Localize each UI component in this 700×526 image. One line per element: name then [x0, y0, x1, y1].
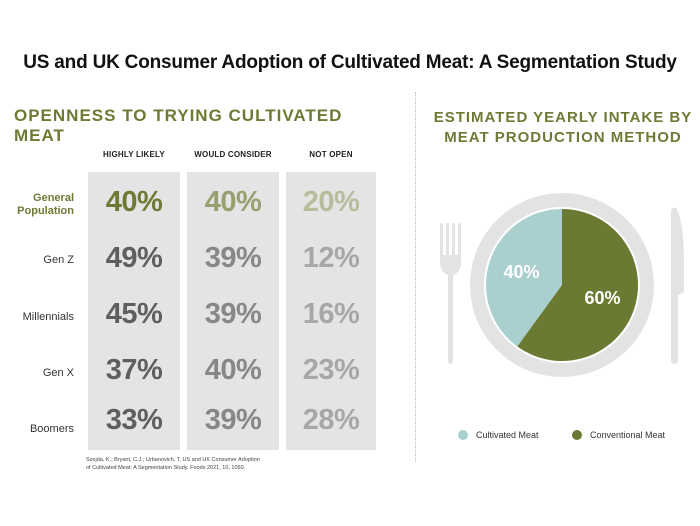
- row-label-millennials: Millennials: [22, 311, 74, 323]
- legend-item-cultivated-meat: Cultivated Meat: [458, 430, 539, 440]
- column-bg-would-consider: [187, 172, 279, 450]
- column-bg-highly-likely: [88, 172, 180, 450]
- pie-heading-line: ESTIMATED YEARLY INTAKE BY: [433, 109, 693, 126]
- row-label-line: General: [33, 192, 74, 204]
- table-cell: 40%: [105, 186, 163, 218]
- table-cell: 20%: [302, 186, 360, 218]
- pie-label-cultivated-meat: 40%: [504, 262, 540, 282]
- legend-swatch-cultivated: [458, 430, 468, 440]
- row-label-line: Population: [17, 205, 74, 217]
- legend-item-conventional-meat: Conventional Meat: [572, 430, 665, 440]
- citation: Szejda, K.; Bryant, C.J.; Urbanovich, T.…: [86, 456, 316, 472]
- table-cell: 45%: [105, 298, 163, 330]
- pie-slice-conventional-meat: [517, 209, 638, 362]
- table-cell: 12%: [302, 242, 360, 274]
- legend-label: Conventional Meat: [590, 430, 666, 440]
- table-cell: 39%: [204, 242, 262, 274]
- row-label-general-population: General Population: [17, 192, 74, 218]
- table-heading: OPENNESS TO TRYING CULTIVATED MEAT: [14, 106, 343, 145]
- column-header-highly-likely: HIGHLY LIKELY: [103, 150, 165, 159]
- table-cell: 39%: [204, 298, 262, 330]
- table-cell: 39%: [204, 404, 262, 436]
- fork-icon: [440, 223, 461, 364]
- legend-label: Cultivated Meat: [476, 430, 539, 440]
- pie-slice-cultivated-meat: [486, 209, 562, 347]
- row-label-gen-x: Gen X: [42, 367, 74, 379]
- pie-label-conventional-meat: 60%: [584, 288, 620, 308]
- row-label-gen-z: Gen Z: [43, 254, 74, 266]
- table-cell: 23%: [302, 354, 360, 386]
- pie-heading-line: MEAT PRODUCTION METHOD: [444, 129, 682, 146]
- table-cell: 40%: [204, 354, 262, 386]
- table-cell: 37%: [105, 354, 163, 386]
- table-cell: 33%: [105, 404, 163, 436]
- pie-heading: ESTIMATED YEARLY INTAKE BY MEAT PRODUCTI…: [428, 108, 698, 148]
- column-bg-not-open: [286, 172, 376, 450]
- column-header-not-open: NOT OPEN: [309, 150, 353, 159]
- page-title: US and UK Consumer Adoption of Cultivate…: [23, 52, 677, 73]
- table-cell: 16%: [302, 298, 360, 330]
- table-cell: 28%: [302, 404, 360, 436]
- table-cell: 49%: [105, 242, 163, 274]
- citation-line: Szejda, K.; Bryant, C.J.; Urbanovich, T.…: [86, 457, 260, 463]
- knife-icon: [671, 207, 684, 364]
- section-divider: [415, 92, 416, 462]
- legend-swatch-conventional: [572, 430, 582, 440]
- citation-line: of Cultivated Meat: A Segmentation Study…: [86, 465, 246, 471]
- table-cell: 40%: [204, 186, 262, 218]
- column-header-would-consider: WOULD CONSIDER: [194, 150, 272, 159]
- row-label-boomers: Boomers: [29, 423, 74, 435]
